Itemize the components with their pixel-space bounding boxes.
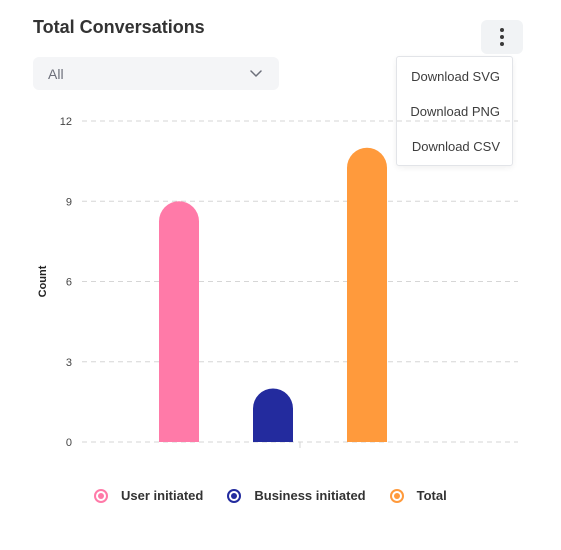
filter-value: All [48, 65, 64, 82]
legend-label: Business initiated [254, 488, 366, 503]
filter-select[interactable]: All [33, 57, 279, 90]
download-csv-item[interactable]: Download CSV [411, 139, 500, 154]
bar-chart: 0 3 6 9 12 Count [37, 116, 518, 449]
chart-menu-button[interactable] [481, 20, 523, 54]
y-tick-label: 3 [66, 357, 72, 369]
legend-marker [389, 488, 404, 503]
bar-user-initiated [159, 201, 199, 442]
legend-marker [227, 488, 242, 503]
chart-title: Total Conversations [33, 17, 205, 37]
chevron-down-icon [250, 70, 262, 77]
download-png-item[interactable]: Download PNG [410, 104, 500, 119]
bar-business-initiated [253, 388, 293, 442]
y-tick-label: 0 [66, 437, 72, 449]
y-tick-label: 12 [60, 116, 72, 128]
legend-entry-total[interactable]: Total [389, 488, 447, 503]
y-tick-label: 6 [66, 277, 72, 289]
legend-label: Total [416, 488, 447, 503]
export-menu: Download SVG Download PNG Download CSV [396, 56, 513, 166]
legend-entry-business-initiated[interactable]: Business initiated [227, 488, 366, 503]
y-tick-label: 9 [66, 196, 72, 208]
more-vertical-icon [500, 28, 504, 46]
bar-total [347, 147, 387, 442]
chart-legend: User initiated Business initiated Total [94, 488, 471, 503]
legend-marker [94, 488, 108, 503]
y-axis-label: Count [37, 265, 49, 297]
legend-label: User initiated [121, 488, 204, 503]
legend-entry-user-initiated[interactable]: User initiated [94, 488, 203, 503]
download-svg-item[interactable]: Download SVG [411, 69, 500, 84]
